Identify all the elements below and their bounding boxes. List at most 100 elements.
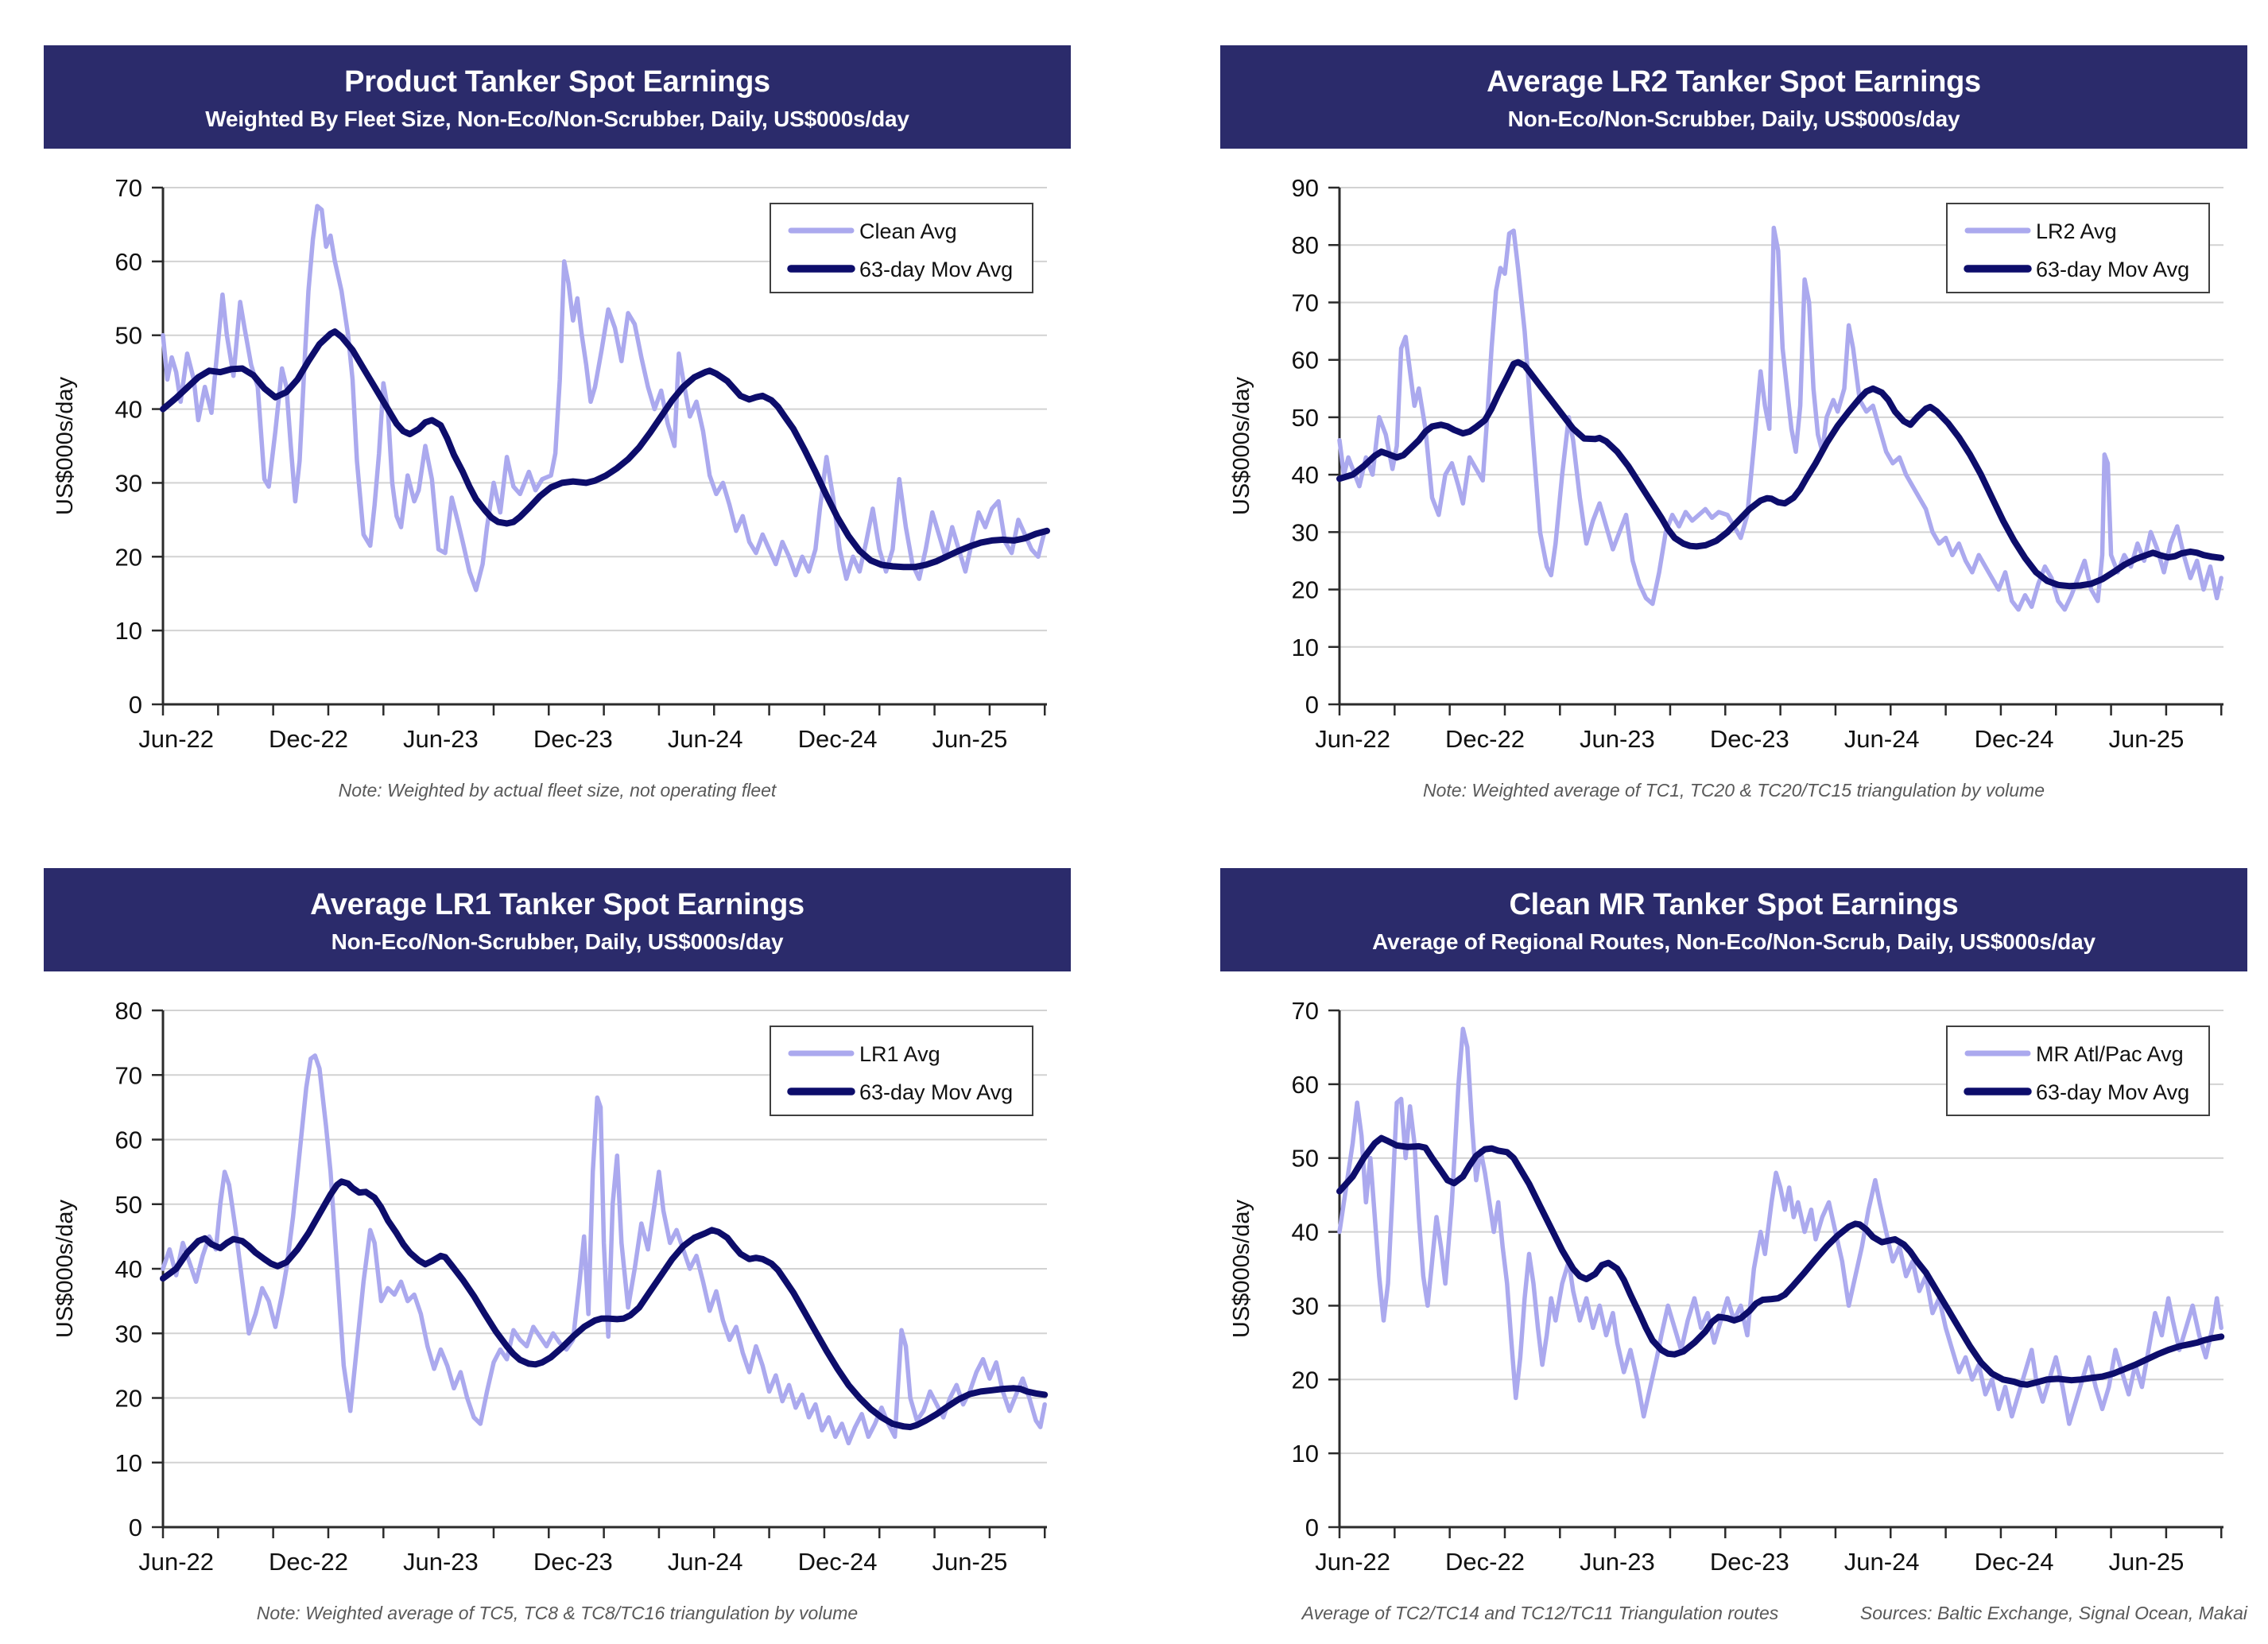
svg-text:LR2 Avg: LR2 Avg: [2036, 219, 2117, 243]
svg-text:LR1 Avg: LR1 Avg: [859, 1042, 940, 1066]
svg-text:Dec-22: Dec-22: [269, 725, 348, 753]
svg-text:50: 50: [1292, 404, 1319, 432]
svg-text:Jun-22: Jun-22: [138, 1548, 214, 1576]
svg-text:20: 20: [1292, 1366, 1319, 1394]
legend-box: [770, 203, 1033, 293]
svg-text:60: 60: [115, 1126, 142, 1154]
svg-text:40: 40: [1292, 461, 1319, 489]
chart-title: Product Tanker Spot Earnings: [344, 65, 770, 99]
chart-subtitle: Weighted By Fleet Size, Non-Eco/Non-Scru…: [205, 107, 909, 131]
svg-text:90: 90: [1292, 174, 1319, 202]
chart-footnote-row: Note: Weighted average of TC1, TC20 & TC…: [1220, 780, 2247, 801]
svg-text:30: 30: [1292, 518, 1319, 546]
svg-text:Dec-22: Dec-22: [1445, 1548, 1525, 1576]
svg-text:Dec-24: Dec-24: [798, 1548, 878, 1576]
chart-subtitle: Non-Eco/Non-Scrubber, Daily, US$000s/day: [331, 929, 784, 954]
svg-text:US$000s/day: US$000s/day: [52, 376, 78, 515]
svg-text:60: 60: [1292, 347, 1319, 374]
svg-text:63-day Mov Avg: 63-day Mov Avg: [859, 258, 1013, 281]
chart-footnote: Note: Weighted average of TC5, TC8 & TC8…: [256, 1603, 859, 1623]
svg-text:10: 10: [115, 1449, 142, 1477]
svg-text:Dec-24: Dec-24: [798, 725, 878, 753]
svg-text:80: 80: [1292, 231, 1319, 259]
chart-footnote: Note: Weighted by actual fleet size, not…: [338, 780, 777, 801]
svg-text:60: 60: [1292, 1071, 1319, 1099]
svg-text:0: 0: [1305, 691, 1319, 719]
chart-header: Product Tanker Spot Earnings Weighted By…: [44, 45, 1071, 149]
svg-text:70: 70: [115, 1061, 142, 1089]
svg-text:Dec-23: Dec-23: [1710, 1548, 1789, 1576]
svg-text:Jun-22: Jun-22: [1315, 725, 1390, 753]
legend-box: [1946, 203, 2210, 293]
svg-text:Jun-24: Jun-24: [1844, 1548, 1920, 1576]
svg-text:Jun-22: Jun-22: [1315, 1548, 1390, 1576]
svg-text:10: 10: [1292, 634, 1319, 661]
chart-panel-product: Product Tanker Spot Earnings Weighted By…: [44, 45, 1071, 801]
svg-text:Dec-23: Dec-23: [533, 725, 613, 753]
svg-text:Jun-24: Jun-24: [668, 1548, 743, 1576]
svg-text:70: 70: [1292, 289, 1319, 316]
svg-text:MR Atl/Pac Avg: MR Atl/Pac Avg: [2036, 1042, 2184, 1066]
svg-text:30: 30: [115, 469, 142, 497]
sources-note: Sources: Baltic Exchange, Signal Ocean, …: [1859, 1603, 2247, 1623]
svg-text:Jun-25: Jun-25: [2109, 1548, 2185, 1576]
svg-text:10: 10: [115, 617, 142, 645]
chart-footnote: Note: Weighted average of TC1, TC20 & TC…: [1423, 780, 2045, 801]
chart-header: Clean MR Tanker Spot Earnings Average of…: [1220, 868, 2247, 971]
chart-footnote-row: Average of TC2/TC14 and TC12/TC11 Triang…: [1220, 1603, 2247, 1624]
chart-canvas-lr2: 0 10 20 30 40 50 60 70 80 90 Jun-22 Dec-22 Jun-23 Dec…: [1229, 174, 2225, 753]
svg-text:50: 50: [115, 322, 142, 350]
svg-text:40: 40: [115, 396, 142, 424]
svg-text:70: 70: [115, 174, 142, 202]
chart-panel-lr1: Average LR1 Tanker Spot Earnings Non-Eco…: [44, 868, 1071, 1624]
svg-text:Dec-22: Dec-22: [269, 1548, 348, 1576]
chart-title: Average LR2 Tanker Spot Earnings: [1487, 65, 1981, 99]
svg-text:Jun-25: Jun-25: [932, 1548, 1008, 1576]
chart-canvas-mr: 0 10 20 30 40 50 60 70 Jun-22 Dec-22 Jun-23 Dec-23 J…: [1229, 997, 2225, 1576]
svg-text:20: 20: [115, 1385, 142, 1413]
svg-text:Dec-23: Dec-23: [1710, 725, 1789, 753]
svg-text:63-day Mov Avg: 63-day Mov Avg: [859, 1080, 1013, 1104]
svg-text:20: 20: [115, 543, 142, 571]
chart-panel-lr2: Average LR2 Tanker Spot Earnings Non-Eco…: [1220, 45, 2247, 801]
svg-text:US$000s/day: US$000s/day: [52, 1199, 78, 1338]
svg-text:20: 20: [1292, 576, 1319, 604]
chart-subtitle: Average of Regional Routes, Non-Eco/Non-…: [1372, 929, 2095, 954]
chart-footnote-row: Note: Weighted average of TC5, TC8 & TC8…: [44, 1603, 1071, 1624]
svg-text:Dec-22: Dec-22: [1445, 725, 1525, 753]
svg-text:60: 60: [115, 248, 142, 276]
svg-text:Jun-23: Jun-23: [403, 725, 479, 753]
chart-panel-mr: Clean MR Tanker Spot Earnings Average of…: [1220, 868, 2247, 1624]
svg-text:US$000s/day: US$000s/day: [1229, 1199, 1254, 1338]
svg-text:63-day Mov Avg: 63-day Mov Avg: [2036, 258, 2189, 281]
svg-text:63-day Mov Avg: 63-day Mov Avg: [2036, 1080, 2189, 1104]
svg-text:40: 40: [1292, 1219, 1319, 1247]
legend-box: [770, 1026, 1033, 1116]
svg-text:80: 80: [115, 997, 142, 1025]
svg-text:Dec-23: Dec-23: [533, 1548, 613, 1576]
svg-text:0: 0: [1305, 1514, 1319, 1541]
svg-text:Jun-25: Jun-25: [2109, 725, 2185, 753]
svg-text:Jun-22: Jun-22: [138, 725, 214, 753]
chart-header: Average LR2 Tanker Spot Earnings Non-Eco…: [1220, 45, 2247, 149]
svg-text:40: 40: [115, 1255, 142, 1283]
chart-title: Clean MR Tanker Spot Earnings: [1509, 888, 1959, 921]
chart-footnote: Average of TC2/TC14 and TC12/TC11 Triang…: [1301, 1603, 1779, 1623]
svg-text:Jun-23: Jun-23: [403, 1548, 479, 1576]
svg-text:Jun-23: Jun-23: [1580, 1548, 1655, 1576]
legend-box: [1946, 1026, 2210, 1116]
svg-text:Dec-24: Dec-24: [1975, 1548, 2054, 1576]
svg-text:Jun-24: Jun-24: [1844, 725, 1920, 753]
svg-text:30: 30: [115, 1320, 142, 1347]
chart-header: Average LR1 Tanker Spot Earnings Non-Eco…: [44, 868, 1071, 971]
svg-text:Jun-24: Jun-24: [668, 725, 743, 753]
svg-text:50: 50: [115, 1191, 142, 1219]
chart-title: Average LR1 Tanker Spot Earnings: [310, 888, 804, 921]
svg-text:30: 30: [1292, 1292, 1319, 1320]
chart-canvas-lr1: 0 10 20 30 40 50 60 70 80 Jun-22 Dec-22 Jun-23 Dec-2…: [52, 997, 1049, 1576]
svg-text:US$000s/day: US$000s/day: [1229, 376, 1254, 515]
svg-text:Clean Avg: Clean Avg: [859, 219, 957, 243]
chart-canvas-product: 0 10 20 30 40 50 60 70 Jun-22 Dec-22 Jun-23 Dec-23 J…: [52, 174, 1050, 753]
svg-text:70: 70: [1292, 997, 1319, 1025]
